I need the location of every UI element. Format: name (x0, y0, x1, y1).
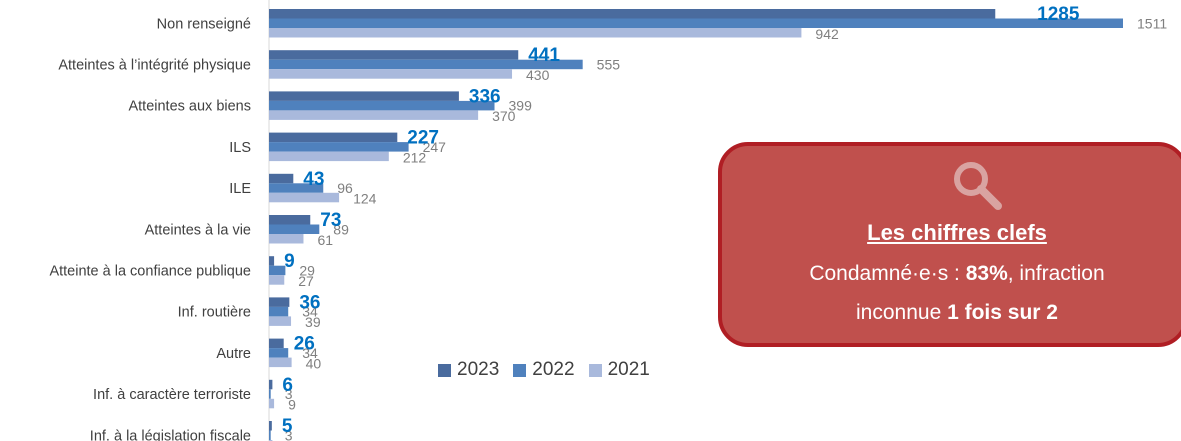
bar-2021-atteintes-a-la-vie (269, 234, 304, 244)
legend-swatch-2022 (513, 363, 527, 377)
bar-2021-atteintes-aux-biens (269, 110, 479, 120)
data-label-2021-ils: 212 (403, 149, 427, 165)
data-label-2022-ile: 96 (337, 180, 353, 196)
bar-2023-autre (269, 338, 284, 349)
data-label-2023-atteintes-a-l-integrite-physique: 441 (528, 45, 560, 66)
bar-2023-atteintes-a-la-vie (269, 215, 311, 225)
legend-item-2023: 2023 (438, 359, 499, 381)
bar-2022-non-renseigne (269, 18, 1123, 28)
data-label-2023-autre: 26 (294, 334, 315, 355)
bar-2023-inf-a-caractere-terroriste (269, 379, 273, 390)
bar-2023-ils (269, 132, 398, 143)
data-label-2023-atteinte-a-la-confiance-publique: 9 (284, 251, 295, 272)
data-label-2022-inf-a-la-legislation-fiscale: 3 (285, 427, 293, 441)
category-label-autre: Autre (216, 346, 251, 362)
data-label-2023-ile: 43 (303, 169, 324, 190)
bar-2023-inf-routiere (269, 297, 290, 307)
bar-2022-inf-routiere (269, 306, 289, 317)
bar-2022-ils (269, 142, 409, 152)
data-label-2022-atteintes-a-l-integrite-physique: 555 (597, 56, 621, 72)
data-label-2021-atteinte-a-la-confiance-publique: 27 (298, 273, 314, 289)
legend-item-2022: 2022 (513, 359, 575, 381)
callout-line-1: Condamné·e·s : 83%, infraction (722, 262, 1181, 286)
bar-2023-ile (269, 173, 294, 184)
data-label-2022-inf-routiere: 34 (302, 304, 318, 320)
bar-2021-ils (269, 151, 389, 162)
category-label-ile: ILE (229, 181, 251, 197)
legend-label-2021: 2021 (607, 359, 650, 380)
category-label-inf-routiere: Inf. routière (178, 305, 251, 321)
data-label-2022-inf-a-caractere-terroriste: 3 (285, 386, 293, 402)
bar-2022-inf-a-la-legislation-fiscale (269, 430, 271, 440)
data-label-2021-atteintes-aux-biens: 370 (492, 108, 516, 124)
category-label-inf-a-la-legislation-fiscale: Inf. à la législation fiscale (90, 428, 251, 441)
data-label-2021-inf-routiere: 39 (305, 314, 321, 330)
bar-2022-ile (269, 183, 324, 193)
data-label-2022-autre: 34 (302, 345, 318, 361)
data-label-2021-atteintes-a-la-vie: 61 (317, 232, 333, 248)
callout-line1-bold: 83% (965, 262, 1008, 285)
data-label-2021-atteintes-a-l-integrite-physique: 430 (526, 67, 550, 83)
bar-2021-ile (269, 192, 340, 203)
bar-2021-atteinte-a-la-confiance-publique (269, 275, 285, 285)
legend-swatch-2021 (588, 363, 602, 377)
key-figures-callout: Les chiffres clefs Condamné·e·s : 83%, i… (718, 142, 1181, 347)
bar-2021-autre (269, 357, 292, 368)
callout-line-2: inconnue 1 fois sur 2 (722, 301, 1181, 325)
category-label-ils: ILS (229, 140, 251, 156)
legend-item-2021: 2021 (588, 359, 650, 381)
chart-legend: 2023 2022 2021 (438, 359, 650, 381)
category-label-atteintes-a-la-vie: Atteintes à la vie (145, 222, 251, 238)
bar-2021-inf-a-caractere-terroriste (269, 398, 275, 409)
data-label-2022-atteintes-a-la-vie: 89 (333, 221, 349, 237)
callout-line1-prefix: Condamné·e·s : (809, 262, 966, 285)
data-label-2023-inf-a-caractere-terroriste: 6 (282, 375, 293, 396)
data-label-2023-ils: 227 (407, 128, 439, 149)
data-label-2023-non-renseigne: 1285 (1037, 4, 1080, 25)
category-label-atteinte-a-la-confiance-publique: Atteinte à la confiance publique (49, 263, 251, 279)
category-label-atteintes-aux-biens: Atteintes aux biens (128, 99, 251, 115)
bar-2022-atteinte-a-la-confiance-publique (269, 265, 286, 276)
category-label-non-renseigne: Non renseigné (157, 16, 251, 32)
bar-2023-non-renseigne (269, 9, 996, 19)
callout-line2-prefix: inconnue (856, 301, 948, 324)
bar-2022-atteintes-aux-biens (269, 100, 495, 111)
data-label-2023-atteintes-a-la-vie: 73 (320, 210, 341, 231)
bar-2022-inf-a-caractere-terroriste (269, 389, 271, 399)
data-label-2021-autre: 40 (306, 355, 322, 371)
data-label-2023-inf-a-la-legislation-fiscale: 5 (282, 416, 293, 437)
data-label-2022-atteinte-a-la-confiance-publique: 29 (299, 262, 315, 278)
bar-2021-non-renseigne (269, 28, 802, 38)
data-label-2021-non-renseigne: 942 (815, 26, 839, 42)
bar-2023-atteinte-a-la-confiance-publique (269, 256, 275, 266)
category-label-inf-a-caractere-terroriste: Inf. à caractère terroriste (93, 387, 251, 403)
category-label-atteintes-a-l-integrite-physique: Atteintes à l’intégrité physique (58, 57, 251, 73)
bar-2022-atteintes-a-la-vie (269, 224, 320, 234)
bar-2023-atteintes-a-l-integrite-physique (269, 50, 519, 60)
callout-title: Les chiffres clefs (867, 220, 1047, 245)
bar-2023-inf-a-la-legislation-fiscale (269, 421, 272, 431)
data-label-2023-atteintes-aux-biens: 336 (469, 86, 501, 107)
legend-swatch-2023 (438, 363, 451, 377)
data-label-2022-non-renseigne: 1511 (1137, 15, 1167, 31)
data-label-2022-atteintes-aux-biens: 399 (509, 98, 533, 114)
data-label-2023-inf-routiere: 36 (299, 292, 320, 313)
bar-2023-atteintes-aux-biens (269, 91, 459, 101)
bar-2022-autre (269, 348, 289, 358)
data-label-2021-inf-a-la-legislation-fiscale: 6 (286, 438, 294, 441)
data-label-2021-inf-a-caractere-terroriste: 9 (288, 397, 296, 413)
data-label-2022-ils: 247 (423, 139, 447, 155)
callout-line2-bold: 1 fois sur 2 (947, 301, 1058, 324)
magnifier-icon (954, 162, 1002, 210)
legend-label-2022: 2022 (532, 359, 575, 380)
data-label-2021-ile: 124 (353, 191, 377, 207)
bar-2022-atteintes-a-l-integrite-physique (269, 59, 583, 70)
bar-2021-inf-routiere (269, 316, 292, 326)
callout-line1-suffix: , infraction (1007, 262, 1105, 285)
bar-2021-atteintes-a-l-integrite-physique (269, 69, 513, 79)
legend-label-2023: 2023 (457, 359, 500, 380)
